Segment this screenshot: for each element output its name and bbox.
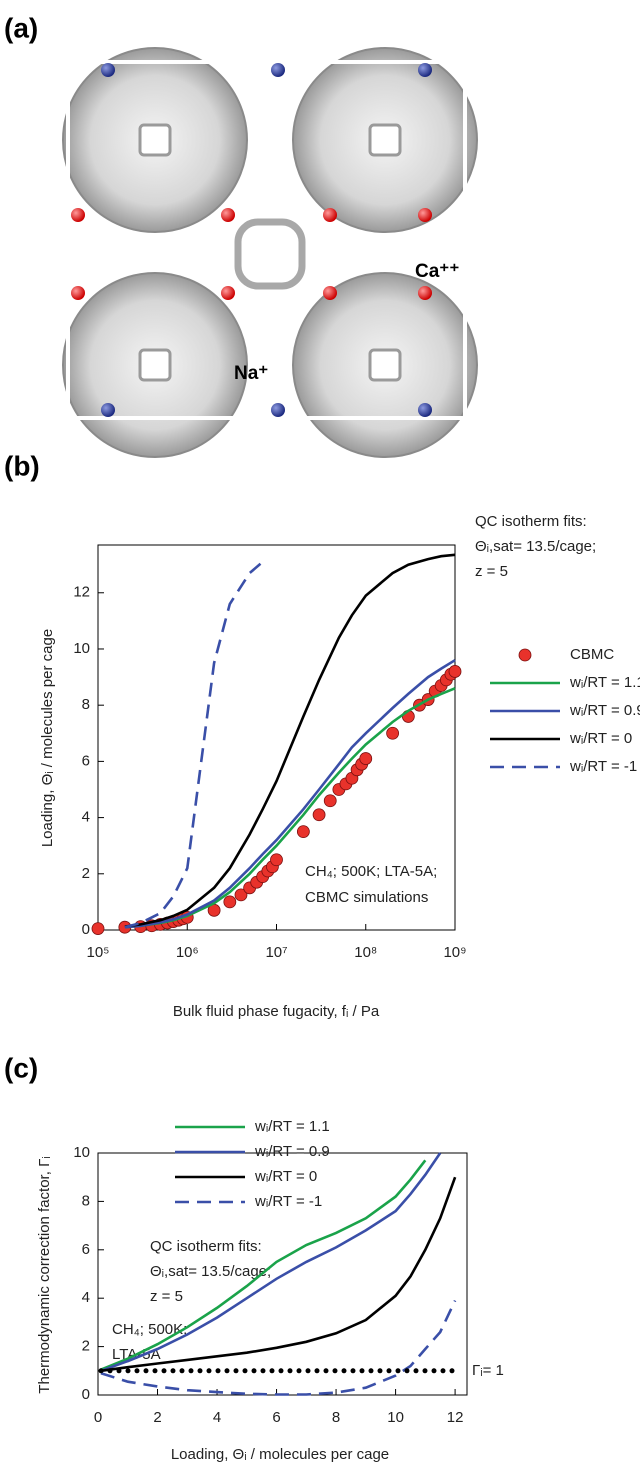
data-line (124, 659, 456, 929)
data-line (100, 1152, 442, 1373)
data-point (270, 853, 283, 867)
y-tick-label: 0 (82, 1386, 90, 1403)
data-line (100, 1159, 427, 1371)
legend-label: wᵢ/RT = 0.9 (254, 1143, 330, 1160)
y-tick-label: 4 (82, 809, 90, 826)
x-tick-label: 8 (332, 1409, 340, 1426)
zeolite-structure (62, 47, 478, 458)
legend-label: wᵢ/RT = 0 (569, 730, 632, 747)
x-tick-label: 10⁸ (354, 944, 377, 961)
y-tick-label: 10 (73, 1144, 90, 1161)
ion-label: Na⁺ (234, 363, 268, 384)
annotation: QC isotherm fits: (150, 1238, 262, 1255)
x-tick-label: 10 (387, 1409, 404, 1426)
y-tick-label: 2 (82, 865, 90, 882)
y-tick-label: 10 (73, 640, 90, 657)
x-axis-title: Bulk fluid phase fugacity, fᵢ / Pa (173, 1003, 380, 1020)
data-point (91, 922, 105, 935)
x-tick-label: 10⁵ (87, 944, 110, 961)
y-tick-label: 8 (82, 696, 90, 713)
x-tick-label: 10⁶ (176, 944, 199, 961)
annotation: CBMC simulations (305, 889, 428, 906)
legend-label: wᵢ/RT = 0 (254, 1168, 317, 1185)
data-point (448, 665, 462, 678)
ion-label: Ca⁺⁺ (415, 261, 459, 282)
data-point (386, 726, 400, 740)
annotation: z = 5 (150, 1288, 183, 1305)
data-line (124, 560, 264, 929)
panel-label: (c) (4, 1052, 38, 1083)
y-axis-title: Thermodynamic correction factor, Γᵢ (36, 1156, 53, 1393)
x-axis-title: Loading, Θᵢ / molecules per cage (171, 1446, 389, 1463)
x-tick-label: 0 (94, 1409, 102, 1426)
x-tick-label: 4 (213, 1409, 221, 1426)
legend-label: wᵢ/RT = -1 (254, 1193, 322, 1210)
x-tick-label: 10⁷ (265, 944, 287, 961)
y-tick-label: 6 (82, 752, 90, 769)
x-tick-label: 10⁹ (443, 944, 466, 961)
annotation: CH₄; 500K; LTA-5A; (305, 863, 437, 880)
y-axis-title: Loading, Θᵢ / molecules per cage (39, 629, 56, 847)
annotation: Θᵢ,sat= 13.5/cage; (475, 538, 596, 555)
annotation: Γᵢ= 1 (472, 1362, 504, 1379)
legend-label: CBMC (570, 646, 614, 663)
data-point (296, 825, 310, 839)
y-tick-label: 4 (82, 1289, 90, 1306)
data-point (234, 888, 248, 902)
panel-label: (b) (4, 450, 40, 481)
x-tick-label: 6 (272, 1409, 280, 1426)
y-tick-label: 2 (82, 1338, 90, 1355)
legend-label: wᵢ/RT = 1.1 (254, 1118, 330, 1135)
data-line (124, 553, 456, 928)
y-tick-label: 12 (73, 584, 90, 601)
legend-label: wᵢ/RT = 0.9 (569, 702, 640, 719)
legend-label: wᵢ/RT = 1.1 (569, 674, 640, 691)
legend-marker (518, 648, 532, 662)
annotation: QC isotherm fits: (475, 513, 587, 530)
legend-label: wᵢ/RT = -1 (569, 758, 637, 775)
annotation: CH₄; 500K; (112, 1321, 187, 1338)
x-tick-label: 12 (447, 1409, 464, 1426)
panel-label: (a) (4, 12, 38, 43)
annotation: z = 5 (475, 563, 508, 580)
y-tick-label: 8 (82, 1192, 90, 1209)
x-tick-label: 2 (153, 1409, 161, 1426)
y-tick-label: 0 (82, 921, 90, 938)
y-tick-label: 6 (82, 1241, 90, 1258)
data-point (312, 808, 326, 822)
data-point (323, 794, 337, 808)
data-line (100, 1300, 457, 1396)
annotation: Θᵢ,sat= 13.5/cage; (150, 1263, 271, 1280)
data-line (100, 1176, 457, 1373)
data-point (223, 895, 237, 909)
data-point (359, 752, 373, 765)
